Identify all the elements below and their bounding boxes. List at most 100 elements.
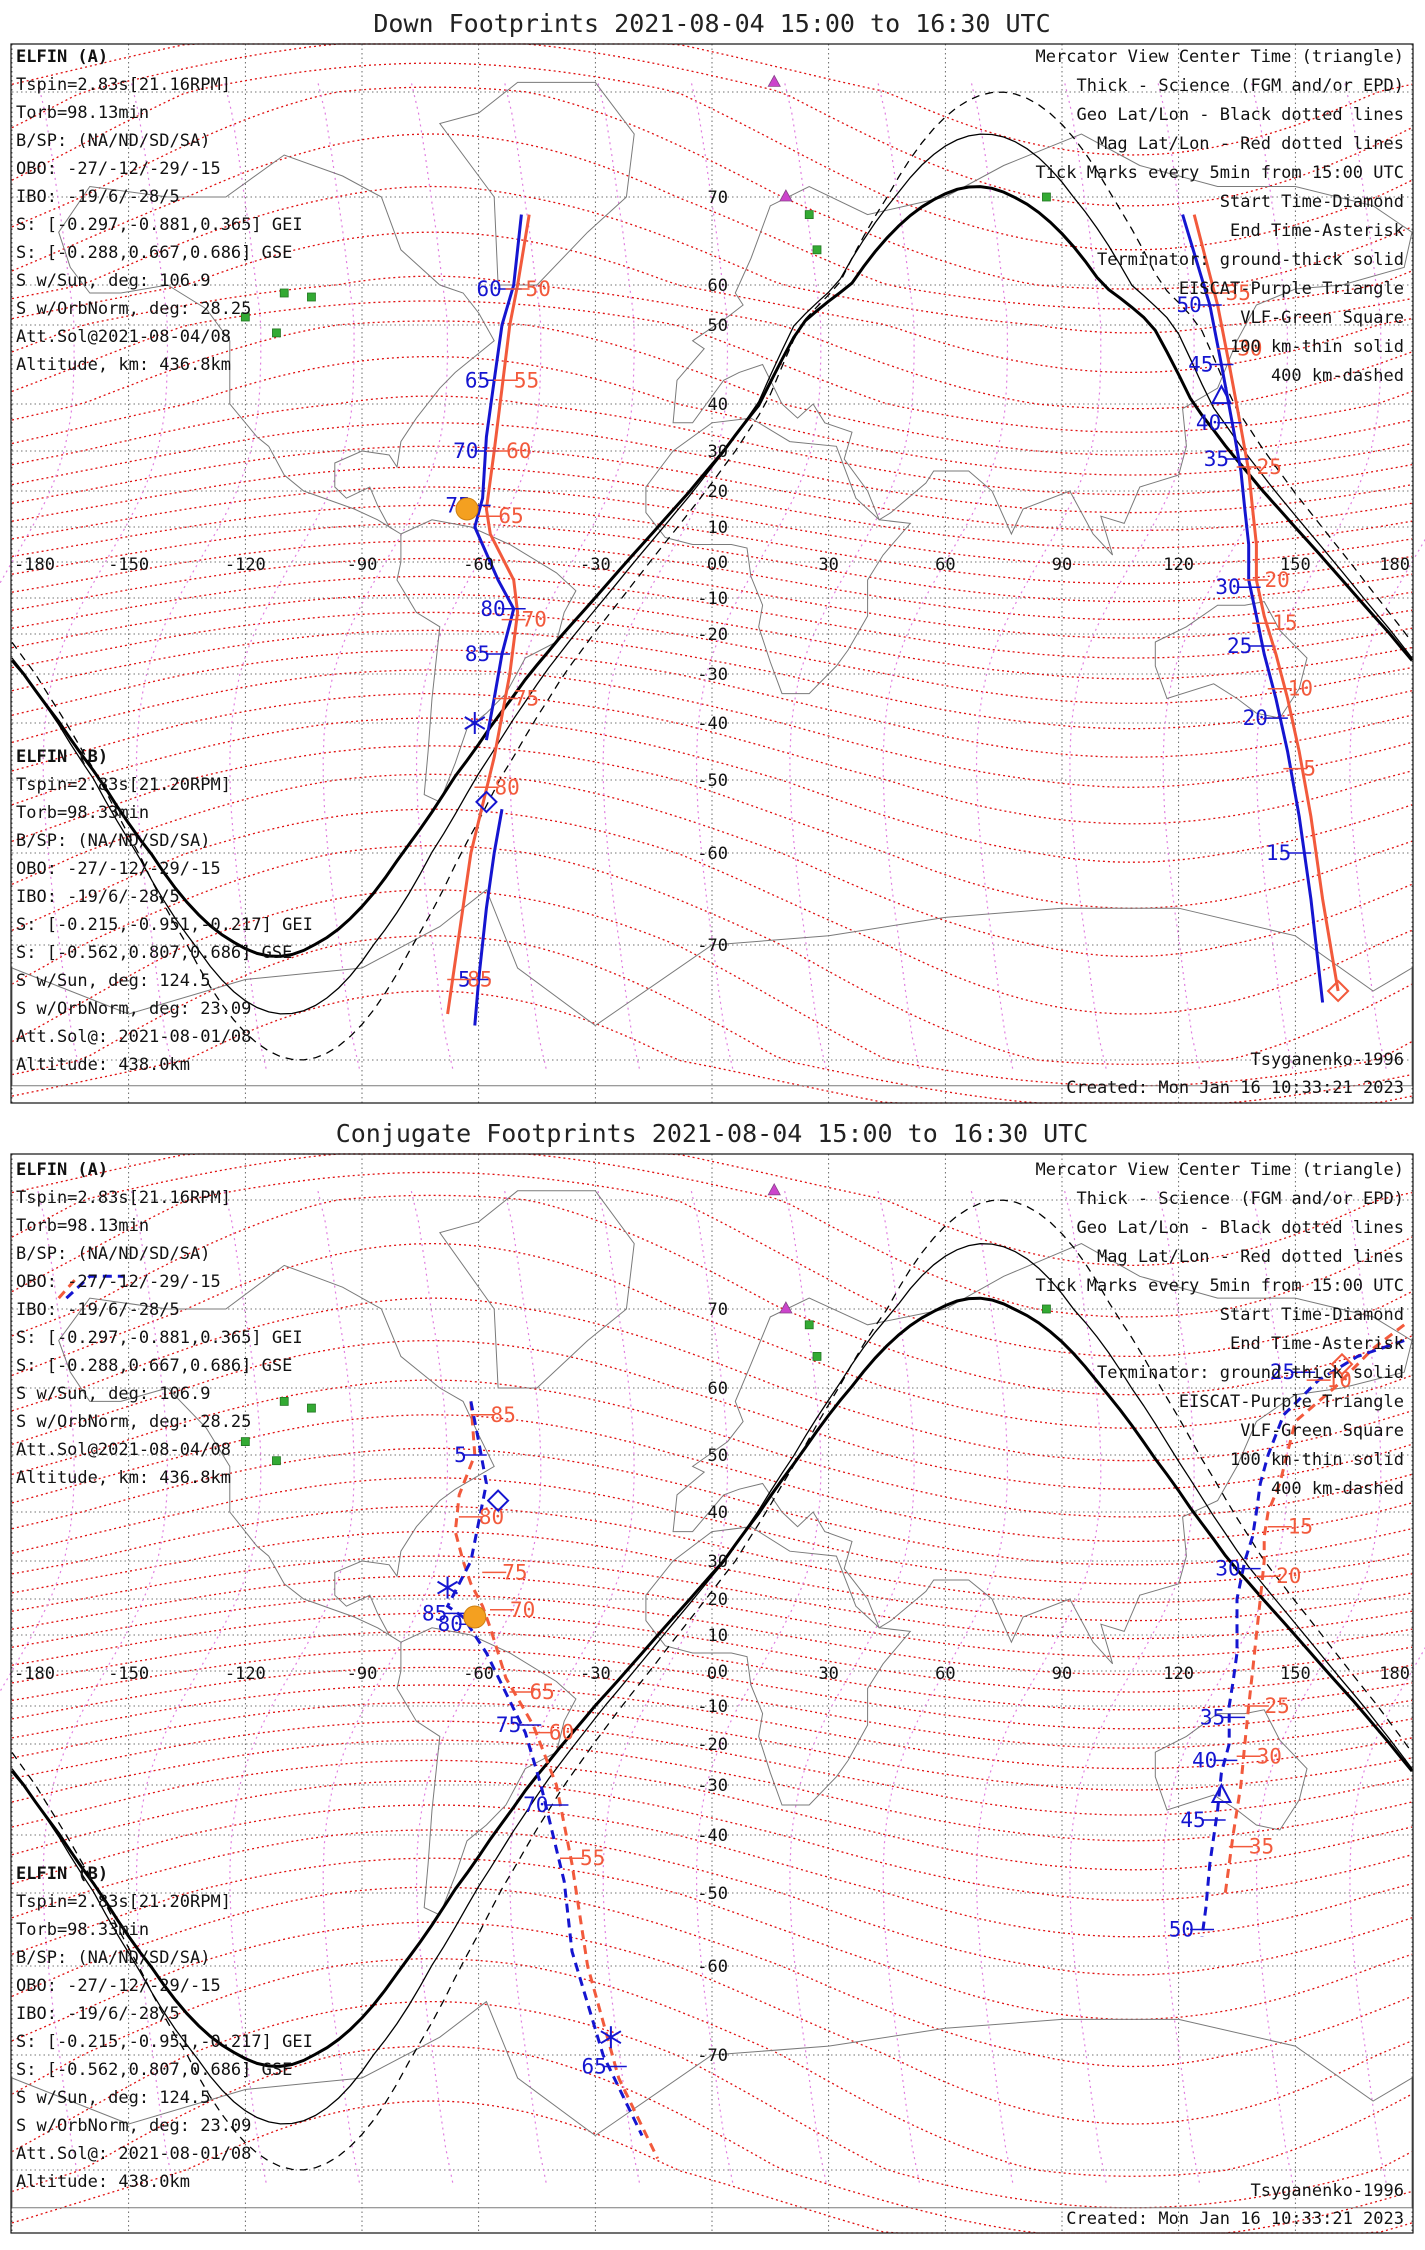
vlf-station-marker — [240, 1437, 250, 1446]
vlf-station-marker — [272, 1456, 281, 1466]
plot-frame — [10, 43, 1414, 1104]
mag-longitude-line — [1162, 1190, 1289, 2183]
mag-latitude-line — [11, 133, 1413, 310]
lon-tick-label: 90 — [1052, 1664, 1072, 1684]
mag-latitude-line — [11, 540, 1413, 621]
mag-latitude-line — [11, 745, 1413, 909]
vlf-station-marker — [240, 312, 250, 322]
mag-latitude-line — [11, 1739, 1413, 1842]
elfin-b-track — [1223, 1323, 1406, 1894]
mag-longitude-line — [789, 1190, 915, 2183]
legend-item: Mag Lat/Lon - Red dotted lines — [1097, 134, 1404, 154]
satellite-name: ELFIN (A) — [16, 47, 108, 67]
info-line: Tspin=2.83s[21.20RPM] — [16, 1892, 231, 1912]
mag-latitude-line — [11, 1555, 1413, 1640]
lon-tick-label: -30 — [580, 555, 611, 575]
elfin-b-track — [453, 1401, 659, 2160]
elfin-b-label: 25 — [1257, 455, 1282, 479]
elfin-a-label: 65 — [581, 2055, 606, 2079]
elfin-a-label: 85 — [465, 642, 490, 666]
mag-longitude-line — [229, 1190, 355, 2183]
elfin-a-label: 20 — [1243, 706, 1268, 730]
vlf-station-marker — [804, 210, 814, 220]
elfin-b-label: 30 — [1257, 1744, 1282, 1768]
terminator-ground — [10, 1296, 1414, 2068]
info-line: B/SP: (NA/ND/SD/SA) — [16, 831, 210, 851]
lat-tick-label: -40 — [697, 714, 728, 734]
info-line: Att.Sol@2021-08-04/08 — [16, 1440, 231, 1460]
mag-latitude-line — [11, 275, 1413, 410]
lat-tick-label: 70 — [708, 1300, 728, 1320]
coastline-antarctica — [11, 2000, 1413, 2209]
mag-latitude-line — [11, 1242, 1413, 1429]
elfin-b-label: 60 — [549, 1721, 574, 1745]
mag-longitude-line — [1349, 1646, 1425, 2183]
mag-latitude-line — [11, 1505, 1413, 1604]
coastline-greenland — [438, 81, 635, 286]
elfin-a-label: 30 — [1215, 575, 1240, 599]
lon-tick-label: 120 — [1163, 555, 1194, 575]
legend-item: 100 km-thin solid — [1230, 337, 1404, 357]
elfin-a-track — [473, 808, 504, 1026]
legend-item: Mercator View Center Time (triangle) — [1036, 47, 1404, 67]
model-label: Tsyganenko-1996 — [1250, 1050, 1404, 1070]
elfin-a-label: 15 — [1266, 841, 1291, 865]
vlf-station-marker — [812, 1352, 822, 1361]
lat-tick-label: 10 — [708, 518, 728, 538]
elfin-a-label: 25 — [1270, 1360, 1295, 1384]
lat-tick-label: -70 — [697, 936, 728, 956]
elfin-a-label: 50 — [1176, 293, 1201, 317]
elfin-a-label: 75 — [496, 1713, 521, 1737]
info-line: S: [-0.562,0.807,0.686] GSE — [16, 943, 292, 963]
legend-item: Terminator: ground-thick solid — [1097, 1363, 1404, 1383]
lat-tick-label: 60 — [708, 1379, 728, 1399]
mag-latitude-line — [11, 1194, 1413, 1396]
elfin-a-label: 45 — [1180, 1808, 1205, 1832]
satellite-name: ELFIN (A) — [16, 1160, 108, 1180]
elfin-b-label: 85 — [491, 1403, 516, 1427]
elfin-b-label: 35 — [1249, 1835, 1274, 1859]
lon-tick-label: -30 — [580, 1664, 611, 1684]
legend-item: Terminator: ground-thick solid — [1097, 250, 1404, 270]
elfin-b-label: 30 — [1237, 337, 1262, 361]
elfin-b-label: 75 — [502, 1560, 527, 1584]
mag-latitude-line — [11, 1477, 1413, 1585]
mag-latitude-line — [11, 62, 1413, 251]
down-footprints-panel: Down Footprints 2021-08-04 15:00 to 16:3… — [0, 9, 1425, 1104]
terminator-100km — [11, 133, 1413, 1015]
lon-tick-label: 30 — [818, 555, 838, 575]
conjugate-footprints-panel: Conjugate Footprints 2021-08-04 15:00 to… — [0, 1119, 1425, 2234]
elfin-a-track — [473, 214, 523, 741]
mag-latitude-line — [11, 1701, 1413, 1791]
elfin-a-label: 5 — [454, 1443, 467, 1467]
elfin-b-label: 10 — [1288, 677, 1313, 701]
mag-latitude-line — [11, 1958, 1413, 2177]
info-line: S: [-0.215,-0.951,-0.217] GEI — [16, 2032, 313, 2052]
lat-tick-label: 30 — [708, 442, 728, 462]
lat-tick-label: 20 — [708, 1590, 728, 1610]
elfin-b-label: 15 — [1272, 611, 1297, 635]
elfin-b-info: ELFIN (B) Tspin=2.83s[21.20RPM] Torb=98.33… — [16, 1864, 313, 2192]
elfin-b-start-diamond — [1326, 979, 1350, 1003]
mag-latitude-line — [11, 611, 1413, 705]
lon-tick-label: 90 — [1052, 555, 1072, 575]
vlf-station-marker — [279, 288, 289, 298]
legend-item: 400 km-dashed — [1271, 366, 1404, 386]
info-line: IBO: -19/6/-28/5 — [16, 887, 180, 907]
info-line: S: [-0.288,0.667,0.686] GSE — [16, 243, 292, 263]
coastline-europe-asia — [672, 133, 1413, 556]
elfin-a-track — [65, 1274, 125, 1300]
elfin-a-label: 45 — [1188, 353, 1213, 377]
elfin-b-label: 55 — [580, 1846, 605, 1870]
terminator-100km — [11, 1243, 1413, 2125]
info-line: S w/Sun, deg: 124.5 — [16, 2088, 210, 2108]
mag-longitude-line — [1069, 1190, 1195, 2183]
info-line: Altitude, km: 436.8km — [16, 1468, 231, 1488]
lat-tick-label: 0 — [718, 1662, 728, 1682]
map-area: 60 65 70 75 80 85 5 50 45 40 35 30 25 20 15 50 55 60 65 70 7… — [0, 43, 1425, 1104]
mag-latitude-line — [11, 1630, 1413, 1711]
mag-latitude-line — [11, 185, 1413, 334]
mag-latitude-line — [11, 1612, 1413, 1693]
elfin-a-label: 50 — [1169, 1918, 1194, 1942]
info-line: S w/Sun, deg: 124.5 — [16, 971, 210, 991]
